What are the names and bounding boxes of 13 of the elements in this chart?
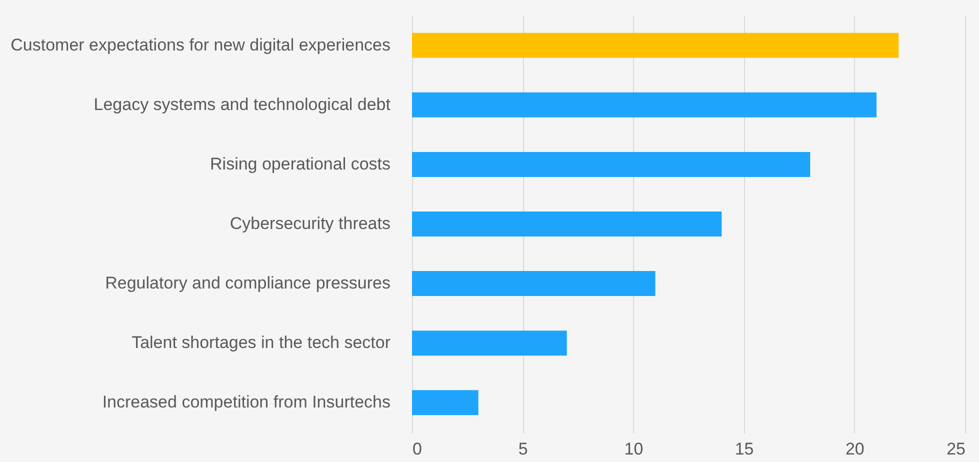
y-tick-label: Regulatory and compliance pressures (105, 274, 390, 293)
x-tick-label: 20 (845, 440, 864, 458)
x-tick-label: 15 (734, 440, 754, 458)
x-tick-label: 5 (518, 440, 528, 458)
x-tick-label: 0 (412, 440, 422, 458)
y-tick-label: Cybersecurity threats (230, 214, 390, 233)
y-tick-label: Rising operational costs (210, 154, 390, 174)
x-tick-label: 10 (624, 440, 644, 458)
x-tick-label: 25 (946, 440, 966, 458)
y-tick-label: Talent shortages in the tech sector (132, 333, 391, 352)
y-tick-label: Customer expectations for new digital experiences (10, 35, 390, 54)
y-tick-label: Legacy systems and technological debt (94, 94, 391, 114)
y-tick-label: Increased competition from Insurtechs (102, 392, 390, 412)
